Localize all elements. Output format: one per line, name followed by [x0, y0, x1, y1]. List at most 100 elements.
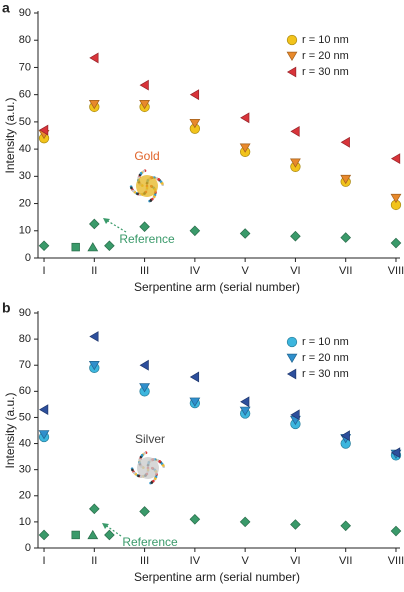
legend-marker	[286, 336, 298, 348]
x-tick-label: IV	[190, 555, 201, 567]
marker	[390, 447, 401, 459]
particle-dot	[131, 189, 135, 193]
annotation: Silver	[135, 432, 165, 446]
legend-label: r = 10 nm	[302, 336, 349, 348]
particle-dot	[154, 477, 157, 480]
x-tick-label: V	[241, 265, 249, 277]
nanoparticle-icon	[130, 451, 166, 485]
marker	[239, 143, 251, 153]
y-tick-label: 40	[19, 143, 31, 155]
x-tick-label: I	[43, 555, 46, 567]
particle-dot	[132, 471, 136, 475]
particle-dot	[157, 178, 161, 181]
annotation: Reference	[122, 535, 178, 549]
y-axis-title: Intensity (a.u.)	[3, 392, 17, 468]
marker	[139, 221, 150, 232]
arrow-head	[102, 523, 109, 529]
x-tick-label: III	[140, 555, 149, 567]
marker	[240, 112, 250, 124]
y-tick-label: 80	[19, 34, 31, 46]
y-tick-label: 30	[19, 464, 31, 476]
marker	[71, 530, 80, 540]
y-tick-label: 20	[19, 490, 31, 502]
particle-dot	[158, 460, 162, 463]
arrow-line	[105, 525, 122, 537]
marker	[340, 174, 352, 185]
panel-label: b	[2, 300, 11, 316]
legend-marker	[286, 353, 298, 364]
legend-marker	[286, 368, 297, 380]
particle-dot	[149, 199, 153, 202]
marker	[290, 158, 301, 168]
marker	[38, 529, 50, 541]
marker	[290, 230, 301, 242]
marker	[239, 228, 251, 239]
legend-label: r = 30 nm	[302, 368, 349, 380]
particle-dot	[142, 169, 146, 173]
marker	[290, 409, 300, 421]
x-tick-label: IV	[190, 265, 201, 277]
x-tick-label: VI	[290, 265, 300, 277]
marker	[71, 242, 80, 252]
y-axis-title: Intensity (a.u.)	[3, 97, 17, 173]
legend-label: r = 20 nm	[302, 50, 349, 62]
y-tick-label: 90	[19, 307, 31, 319]
legend-marker	[286, 66, 297, 78]
marker	[89, 218, 100, 230]
y-tick-label: 10	[19, 516, 31, 528]
marker	[189, 225, 201, 237]
marker	[390, 237, 402, 249]
marker	[87, 529, 99, 540]
legend-label: r = 20 nm	[302, 352, 349, 364]
marker	[38, 430, 50, 440]
y-tick-label: 20	[19, 197, 31, 209]
y-tick-label: 10	[19, 225, 31, 237]
x-tick-label: II	[91, 265, 97, 277]
y-tick-label: 70	[19, 61, 31, 73]
y-tick-label: 30	[19, 170, 31, 182]
marker	[239, 516, 251, 528]
y-tick-label: 60	[19, 385, 31, 397]
marker	[89, 52, 99, 64]
marker	[39, 404, 49, 416]
marker	[290, 519, 301, 530]
panel-label: a	[2, 0, 10, 16]
marker	[340, 430, 350, 442]
marker	[89, 503, 100, 515]
marker	[340, 520, 351, 532]
y-tick-label: 90	[19, 7, 31, 19]
marker	[139, 359, 149, 371]
marker	[189, 119, 201, 129]
x-tick-label: VII	[339, 265, 352, 277]
particle-dot	[130, 186, 133, 190]
x-tick-label: III	[140, 265, 149, 277]
particle-core	[137, 457, 159, 479]
particle-dot	[143, 451, 147, 455]
marker	[104, 240, 115, 252]
x-tick-label: VIII	[388, 555, 404, 567]
particle-dot	[140, 453, 144, 457]
marker	[139, 100, 151, 110]
particle-dot	[150, 481, 154, 484]
x-tick-label: V	[241, 555, 249, 567]
marker	[340, 136, 350, 148]
marker	[340, 232, 351, 243]
legend-marker	[286, 51, 298, 62]
y-tick-label: 50	[19, 411, 31, 423]
particle-core	[136, 175, 158, 197]
particle-dot	[137, 474, 140, 478]
marker	[88, 100, 100, 110]
marker	[189, 397, 201, 407]
marker	[189, 89, 200, 101]
marker	[87, 242, 99, 252]
y-tick-label: 60	[19, 89, 31, 101]
particle-dot	[139, 171, 143, 175]
marker	[189, 371, 200, 383]
marker	[189, 513, 201, 525]
x-tick-label: VI	[290, 555, 300, 567]
y-tick-label: 70	[19, 359, 31, 371]
nanoparticle-icon	[129, 169, 165, 203]
